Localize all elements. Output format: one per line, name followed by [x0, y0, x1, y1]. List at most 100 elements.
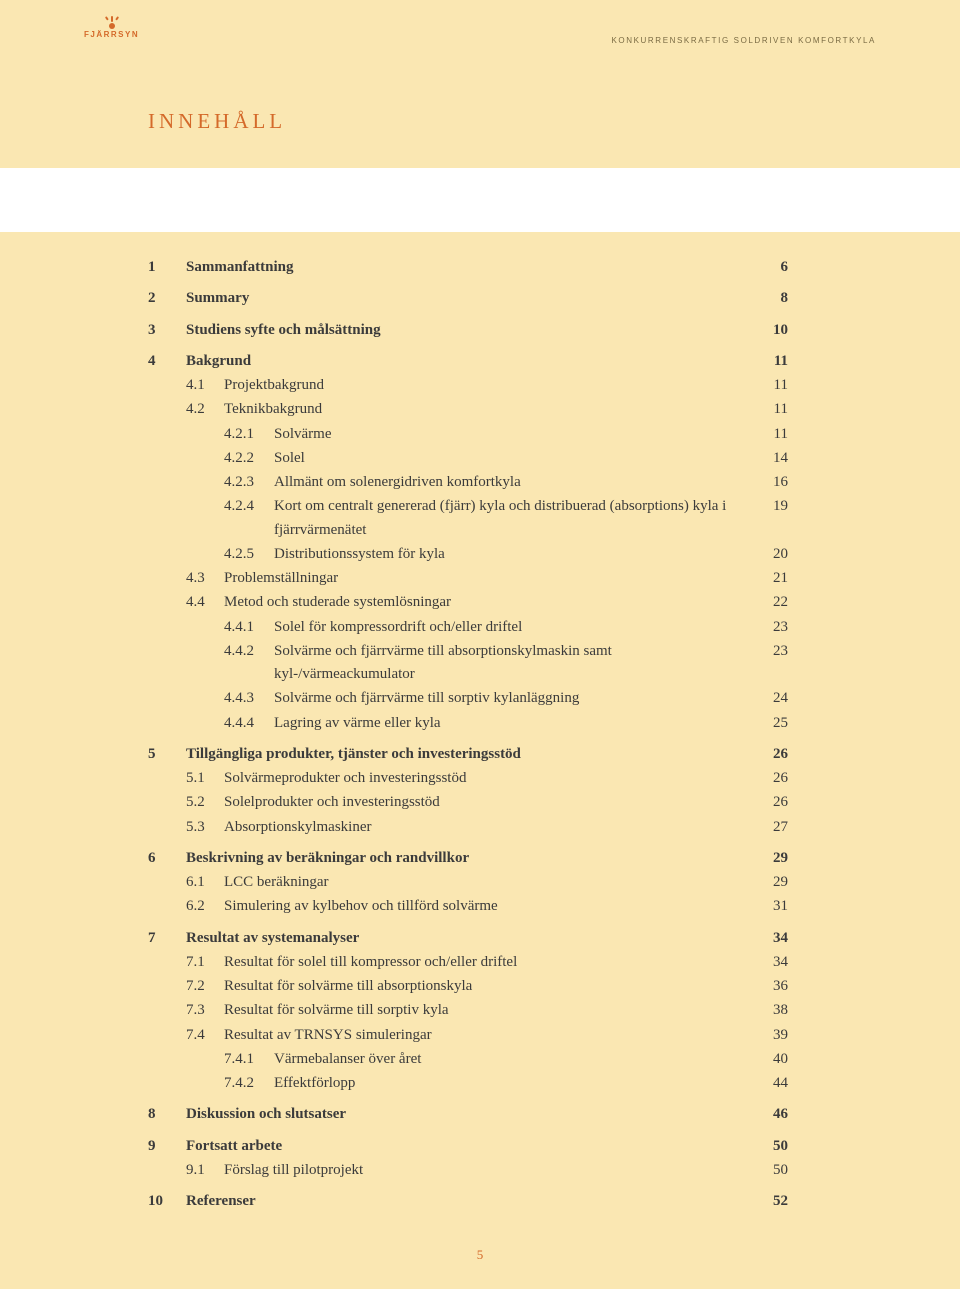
toc-page: 25: [748, 712, 788, 735]
logo-text: FJÄRRSYN: [84, 30, 139, 39]
toc-page: 31: [748, 895, 788, 918]
toc-label: Resultat av systemanalyser: [186, 927, 748, 950]
title-band: [0, 168, 960, 232]
toc-page: 11: [748, 423, 788, 446]
toc-row: 3Studiens syfte och målsättning10: [148, 319, 788, 342]
toc-page: 11: [748, 350, 788, 373]
toc-number: 5.3: [186, 816, 224, 839]
toc-row: 9Fortsatt arbete50: [148, 1135, 788, 1158]
toc-label: Referenser: [186, 1190, 748, 1213]
logo-sun-icon: [84, 16, 139, 22]
toc-row: 4.4.3Solvärme och fjärrvärme till sorpti…: [148, 687, 788, 710]
toc-row: 4.2Teknikbakgrund11: [148, 398, 788, 421]
toc-number: 4.4.2: [224, 640, 274, 663]
toc-page: 8: [748, 287, 788, 310]
toc-label: Effektförlopp: [274, 1072, 748, 1095]
toc-row: 4Bakgrund11: [148, 350, 788, 373]
toc-page: 27: [748, 816, 788, 839]
toc-number: 7.1: [186, 951, 224, 974]
toc-page: 19: [748, 495, 788, 518]
toc-row: 5Tillgängliga produkter, tjänster och in…: [148, 743, 788, 766]
toc-row: 4.2.2Solel14: [148, 447, 788, 470]
toc-label: Lagring av värme eller kyla: [274, 712, 748, 735]
toc-number: 7.4: [186, 1024, 224, 1047]
toc-row: 10Referenser52: [148, 1190, 788, 1213]
toc-label: Solvärme och fjärrvärme till sorptiv kyl…: [274, 687, 748, 710]
header-subtitle: KONKURRENSKRAFTIG SOLDRIVEN KOMFORTKYLA: [611, 36, 876, 45]
toc-row: 7.3Resultat för solvärme till sorptiv ky…: [148, 999, 788, 1022]
toc-page: 26: [748, 791, 788, 814]
toc-label: Summary: [186, 287, 748, 310]
toc-page: 20: [748, 543, 788, 566]
toc-number: 7: [148, 927, 186, 950]
toc-label: Kort om centralt genererad (fjärr) kyla …: [274, 495, 748, 542]
toc-row: 4.4Metod och studerade systemlösningar22: [148, 591, 788, 614]
logo: FJÄRRSYN: [84, 16, 139, 39]
toc-number: 5.1: [186, 767, 224, 790]
toc-number: 4: [148, 350, 186, 373]
toc-row: 1Sammanfattning6: [148, 256, 788, 279]
toc-label: Resultat av TRNSYS simuleringar: [224, 1024, 748, 1047]
page-number: 5: [0, 1247, 960, 1263]
toc-row: 7.4.2Effektförlopp44: [148, 1072, 788, 1095]
toc-number: 7.4.1: [224, 1048, 274, 1071]
toc-number: 1: [148, 256, 186, 279]
toc-number: 4.1: [186, 374, 224, 397]
toc-page: 44: [748, 1072, 788, 1095]
toc-row: 4.4.4Lagring av värme eller kyla25: [148, 712, 788, 735]
toc-label: Bakgrund: [186, 350, 748, 373]
toc-number: 5: [148, 743, 186, 766]
toc-number: 4.2.5: [224, 543, 274, 566]
toc-label: Solvärme: [274, 423, 748, 446]
toc-number: 2: [148, 287, 186, 310]
toc-label: Beskrivning av beräkningar och randvillk…: [186, 847, 748, 870]
toc-page: 29: [748, 847, 788, 870]
toc-number: 9.1: [186, 1159, 224, 1182]
toc-label: Solel för kompressordrift och/eller drif…: [274, 616, 748, 639]
toc-label: Teknikbakgrund: [224, 398, 748, 421]
toc-label: Solvärme och fjärrvärme till absorptions…: [274, 640, 748, 687]
toc-number: 8: [148, 1103, 186, 1126]
toc-label: Problemställningar: [224, 567, 748, 590]
page: FJÄRRSYN KONKURRENSKRAFTIG SOLDRIVEN KOM…: [0, 0, 960, 1289]
toc-number: 4.4: [186, 591, 224, 614]
toc-page: 16: [748, 471, 788, 494]
toc-page: 36: [748, 975, 788, 998]
toc-row: 6Beskrivning av beräkningar och randvill…: [148, 847, 788, 870]
toc-page: 29: [748, 871, 788, 894]
toc-label: Solvärmeprodukter och investeringsstöd: [224, 767, 748, 790]
toc-label: Allmänt om solenergidriven komfortkyla: [274, 471, 748, 494]
toc-number: 4.2.2: [224, 447, 274, 470]
toc-number: 7.4.2: [224, 1072, 274, 1095]
toc-number: 4.2.4: [224, 495, 274, 518]
toc-number: 4.4.3: [224, 687, 274, 710]
toc-page: 11: [748, 374, 788, 397]
toc-row: 5.2Solelprodukter och investeringsstöd26: [148, 791, 788, 814]
toc-page: 24: [748, 687, 788, 710]
toc-label: Distributionssystem för kyla: [274, 543, 748, 566]
toc-page: 39: [748, 1024, 788, 1047]
toc-label: Projektbakgrund: [224, 374, 748, 397]
toc-label: Resultat för solel till kompressor och/e…: [224, 951, 748, 974]
toc-page: 21: [748, 567, 788, 590]
toc-page: 50: [748, 1159, 788, 1182]
toc-number: 10: [148, 1190, 186, 1213]
toc-page: 23: [748, 640, 788, 663]
toc-row: 4.4.2Solvärme och fjärrvärme till absorp…: [148, 640, 788, 687]
toc-label: Absorptionskylmaskiner: [224, 816, 748, 839]
toc-label: Förslag till pilotprojekt: [224, 1159, 748, 1182]
toc-number: 4.2.1: [224, 423, 274, 446]
toc-number: 6.1: [186, 871, 224, 894]
toc-number: 4.4.1: [224, 616, 274, 639]
page-title: innehåll: [148, 102, 286, 136]
toc-label: Metod och studerade systemlösningar: [224, 591, 748, 614]
toc-page: 14: [748, 447, 788, 470]
toc-row: 7.4.1Värmebalanser över året40: [148, 1048, 788, 1071]
toc-label: Sammanfattning: [186, 256, 748, 279]
toc-label: Värmebalanser över året: [274, 1048, 748, 1071]
toc-label: Studiens syfte och målsättning: [186, 319, 748, 342]
toc-label: LCC beräkningar: [224, 871, 748, 894]
toc-row: 2Summary8: [148, 287, 788, 310]
toc-number: 9: [148, 1135, 186, 1158]
toc-row: 5.3Absorptionskylmaskiner27: [148, 816, 788, 839]
